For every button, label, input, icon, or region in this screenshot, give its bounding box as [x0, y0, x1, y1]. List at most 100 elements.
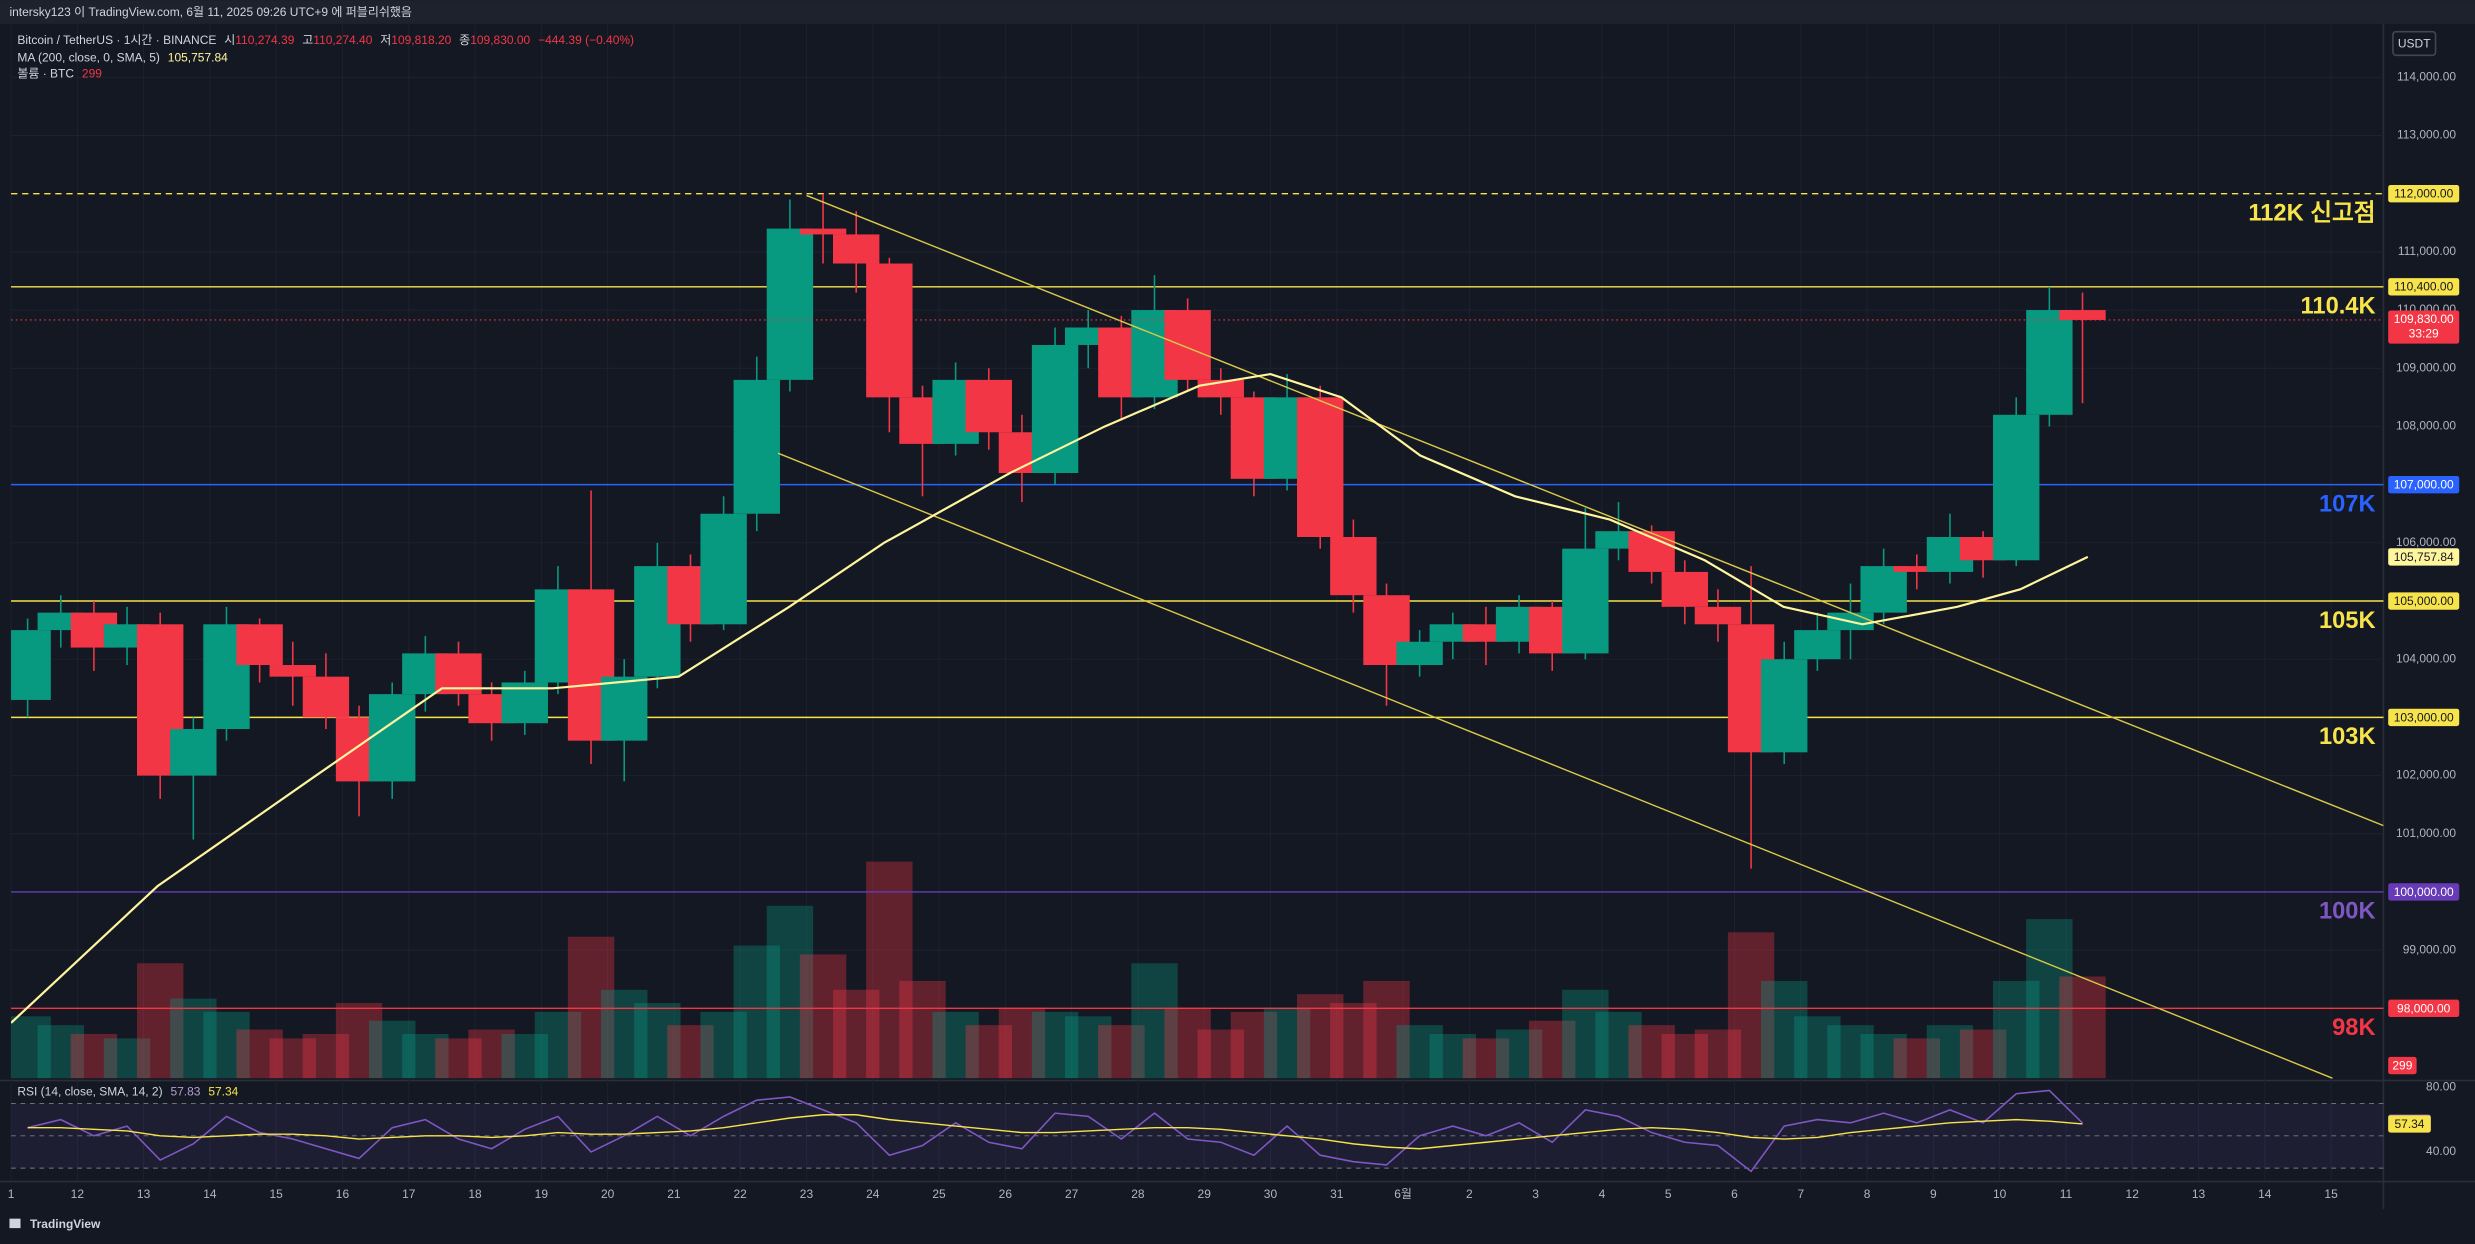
volume-bar — [1694, 1029, 1742, 1079]
level-label: 100K — [2319, 899, 2376, 925]
published-note: intersky123 이 TradingView.com, 6월 11, 20… — [9, 5, 411, 19]
volume-bar — [1230, 1011, 1278, 1079]
x-tick-label: 21 — [667, 1187, 681, 1201]
x-tick-label: 14 — [203, 1187, 217, 1201]
volume-bar — [1495, 1029, 1543, 1079]
rsi-name: RSI (14, close, SMA, 14, 2) — [17, 1085, 162, 1099]
rsi-sma-badge — [2388, 1115, 2431, 1133]
symbol: Bitcoin / TetherUS · 1시간 · BINANCE — [17, 33, 216, 47]
volume-bar — [2026, 919, 2073, 1079]
candle-body — [601, 676, 648, 741]
volume-bar — [899, 980, 946, 1079]
candle-body — [733, 379, 780, 514]
currency-button[interactable] — [2392, 30, 2437, 57]
volume-bar — [136, 963, 184, 1079]
level-price: 110,400.00 — [2394, 280, 2453, 294]
legend-line: MA (200, close, 0, SMA, 5) 105,757.84 — [17, 51, 228, 65]
x-tick-label: 11 — [2060, 1187, 2073, 1201]
x-tick-label: 15 — [2324, 1187, 2338, 1201]
x-tick-label: 16 — [336, 1187, 350, 1201]
y-tick-label: 114,000.00 — [2397, 69, 2456, 83]
x-tick-label: 24 — [866, 1187, 880, 1201]
ohlc-key: 시 — [224, 33, 235, 47]
volume-bar — [37, 1025, 84, 1079]
volume-bar — [2059, 976, 2106, 1079]
price-layer — [11, 193, 2384, 1079]
x-tick-label: 12 — [2126, 1187, 2140, 1201]
candle-body — [1993, 414, 2040, 561]
x-tick-label: 28 — [1131, 1187, 1145, 1201]
y-tick-label: 106,000.00 — [2396, 535, 2456, 549]
x-tick-label: 5 — [1665, 1187, 1672, 1201]
volume-bar — [1794, 1016, 1841, 1079]
volume-bar — [1330, 1003, 1377, 1079]
candle-body — [1794, 630, 1841, 660]
ohlc-value: 109,830.00 — [470, 33, 530, 47]
volume-bar — [932, 1011, 979, 1079]
levels-layer: 112K 신고점 110.4K 107K 105K 103K 100K 98K — [11, 192, 2384, 1041]
x-tick-label: 6월 — [1394, 1187, 1412, 1201]
volume-bar — [1761, 980, 1808, 1079]
ohlc-value: 110,274.39 — [235, 33, 294, 47]
x-tick-label: 14 — [2258, 1187, 2272, 1201]
x-tick-label: 29 — [1198, 1187, 1212, 1201]
level-label: 110.4K — [2301, 294, 2376, 320]
volume-bar — [70, 1033, 118, 1079]
volume-bar — [1727, 932, 1775, 1079]
candle-body — [1860, 566, 1907, 613]
x-tick-label: 12 — [71, 1187, 85, 1201]
brand-logo — [9, 1218, 21, 1229]
volume-bar — [1595, 1011, 1642, 1079]
volume-bar — [468, 1029, 515, 1079]
volume-bar — [1396, 1025, 1443, 1079]
candle-body — [1562, 548, 1609, 654]
x-tick-label: 8 — [1864, 1187, 1871, 1201]
level-badge — [2388, 883, 2460, 901]
volume-bar — [103, 1038, 151, 1079]
level-price: 98,000.00 — [2397, 1001, 2451, 1015]
volume-bar — [1197, 1029, 1244, 1079]
x-tick-label: 13 — [137, 1187, 151, 1201]
level-badge — [2388, 999, 2460, 1018]
volume-bar — [733, 945, 780, 1079]
ma-price: 105,757.84 — [2394, 550, 2454, 564]
candle-body — [170, 729, 217, 776]
volume-bar — [1860, 1033, 1907, 1079]
volume-bar — [1031, 1011, 1079, 1079]
volume-bar — [402, 1033, 449, 1079]
x-tick-label: 18 — [468, 1187, 482, 1201]
volume-bar — [1959, 1029, 2007, 1079]
ohlc-key: 종 — [459, 33, 470, 47]
legend-line: Bitcoin / TetherUS · 1시간 · BINANCE 시110,2… — [17, 33, 634, 47]
x-tick-label: 30 — [1264, 1187, 1278, 1201]
x-tick-label: 23 — [800, 1187, 814, 1201]
x-tick-label: 25 — [932, 1187, 946, 1201]
y-tick-label: 101,000.00 — [2396, 826, 2456, 840]
candle-body — [1893, 566, 1940, 572]
ma-line — [11, 372, 2089, 1024]
volume-bar — [1363, 980, 1410, 1079]
volume-bar — [11, 1016, 51, 1079]
volume-bar — [1661, 1033, 1708, 1079]
rsi-tick-label: 80.00 — [2426, 1079, 2456, 1093]
volume-bar — [269, 1038, 316, 1079]
candle-body — [1164, 310, 1211, 380]
candle-body — [236, 624, 283, 666]
volume-bar — [1263, 1007, 1311, 1079]
volume-bar — [1628, 1025, 1675, 1079]
candle-body — [1297, 397, 1344, 538]
rsi-value: 57.83 — [170, 1085, 200, 1099]
volume-bar — [833, 989, 880, 1079]
candle-body — [1661, 571, 1708, 607]
level-badge — [2388, 185, 2460, 203]
price-countdown: 33:29 — [2409, 326, 2439, 340]
volume-bar — [667, 1025, 714, 1079]
rsi-sma-line — [27, 1114, 2083, 1150]
volume-bar — [1131, 963, 1178, 1079]
candle-body — [269, 665, 316, 677]
level-label: 103K — [2319, 724, 2376, 750]
volume-bar — [1065, 1016, 1112, 1079]
volume-bar — [998, 1007, 1046, 1079]
